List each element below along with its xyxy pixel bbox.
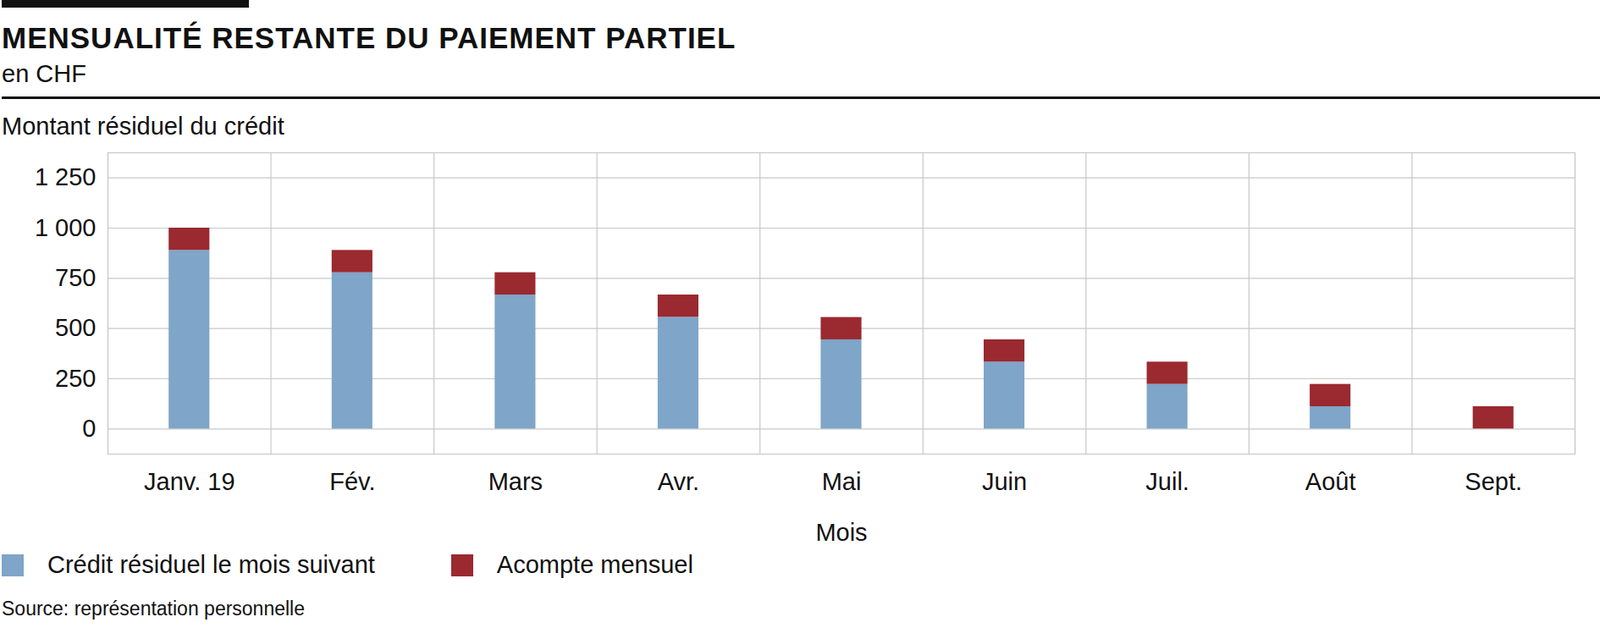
svg-text:Mai: Mai: [822, 468, 862, 496]
svg-text:Juin: Juin: [982, 468, 1027, 496]
svg-text:Avr.: Avr.: [657, 468, 700, 496]
html-text:en CHF: en CHF: [1, 60, 87, 88]
svg-text:Fév.: Fév.: [329, 468, 376, 496]
svg-text:Mars: Mars: [488, 468, 543, 496]
html-text:Crédit résiduel le mois suivan: Crédit résiduel le mois suivant: [47, 551, 375, 579]
svg-text:Janv. 19: Janv. 19: [143, 468, 235, 496]
html-text:Acompte mensuel: Acompte mensuel: [496, 551, 694, 579]
svg-text:250: 250: [55, 364, 96, 392]
html-text:Source: représentation personn: Source: représentation personnelle: [1, 597, 305, 620]
html-text:Montant résiduel du crédit: Montant résiduel du crédit: [1, 112, 285, 140]
svg-text:1 250: 1 250: [34, 163, 97, 191]
svg-text:Mois: Mois: [815, 518, 867, 547]
svg-text:1 000: 1 000: [34, 214, 97, 242]
svg-text:Août: Août: [1305, 468, 1357, 496]
html-text:MENSUALITÉ RESTANTE DU PAIEMEN: MENSUALITÉ RESTANTE DU PAIEMENT PARTIEL: [1, 21, 736, 55]
svg-text:0: 0: [82, 414, 96, 442]
svg-text:500: 500: [55, 314, 96, 342]
svg-text:Juil.: Juil.: [1145, 468, 1190, 496]
svg-text:Sept.: Sept.: [1464, 468, 1523, 496]
svg-text:750: 750: [55, 264, 96, 292]
